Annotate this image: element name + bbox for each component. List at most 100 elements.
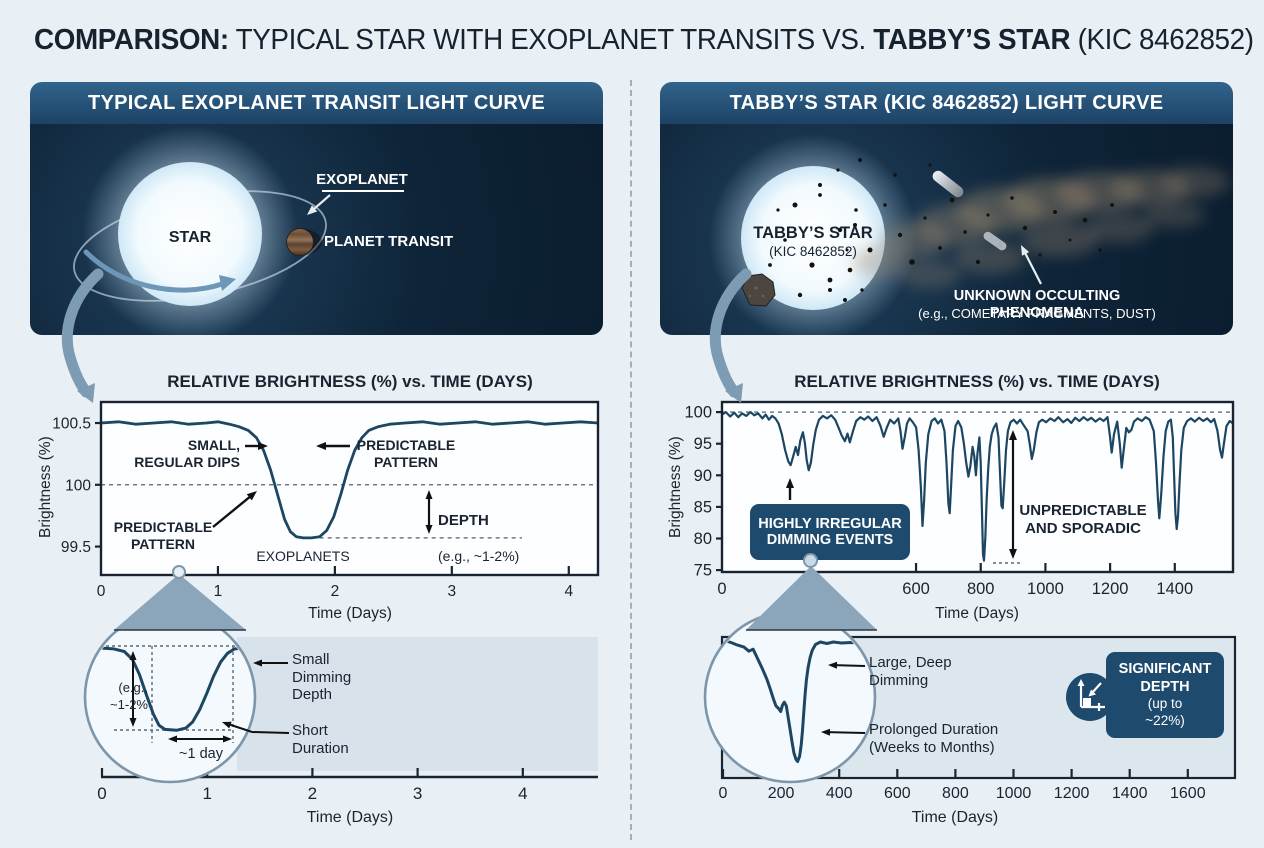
inset-right-curve	[707, 639, 873, 763]
comet-fragment-small	[983, 231, 1007, 251]
exoplanet-label: EXOPLANET	[316, 171, 408, 188]
svg-text:1: 1	[214, 583, 223, 600]
typical-star-panel: TYPICAL EXOPLANET TRANSIT LIGHT CURVE	[30, 82, 603, 335]
inset-width-note: ~1 day	[179, 746, 223, 762]
irregular-dimming-callout: HIGHLY IRREGULAR DIMMING EVENTS	[750, 504, 910, 560]
star-disc	[118, 162, 262, 306]
badge-line-3: (up to	[1147, 696, 1183, 712]
orbit-front-arc	[83, 249, 225, 293]
badge-line-1: SIGNIFICANT	[1118, 660, 1212, 677]
depth-sub: (e.g., ~1-2%)	[438, 548, 520, 565]
svg-text:2: 2	[331, 583, 340, 600]
typical-panel-header: TYPICAL EXOPLANET TRANSIT LIGHT CURVE	[30, 82, 603, 124]
svg-text:100.5: 100.5	[52, 416, 91, 433]
svg-text:3: 3	[413, 784, 422, 803]
tabbys-star-label: TABBY’S STAR	[753, 224, 873, 242]
depth-title: DEPTH	[438, 511, 489, 529]
svg-text:1400: 1400	[1156, 580, 1193, 598]
svg-text:600: 600	[902, 580, 930, 598]
svg-text:1: 1	[202, 784, 211, 803]
magnifier-dot-right	[803, 553, 818, 568]
tabbys-star-illustration	[660, 124, 1233, 335]
title-regular-1: TYPICAL STAR WITH EXOPLANET TRANSITS VS.	[228, 24, 874, 56]
tabbys-star-group	[709, 134, 1229, 335]
dust-cloud	[852, 166, 1229, 289]
magnifier-dot-left	[172, 565, 186, 579]
depth-annotation: DEPTH (e.g., ~1-2%)	[438, 493, 538, 584]
tabbys-panel-header: TABBY’S STAR (KIC 8462852) LIGHT CURVE	[660, 82, 1233, 124]
svg-text:3: 3	[448, 583, 457, 600]
tabbys_star_main-plot: 100 95 90 85 80 75 0 600 800 1000 1200 1400	[684, 400, 1235, 598]
right-chart-xlabel: Time (Days)	[935, 605, 1019, 622]
prolonged-duration-label: Prolonged Duration (Weeks to Months)	[869, 721, 999, 756]
exoplanet-disc	[286, 228, 314, 256]
typical-star-group	[73, 126, 327, 335]
svg-text:400: 400	[826, 785, 853, 802]
short-duration-label: Short Duration	[292, 722, 349, 757]
svg-text:4: 4	[518, 784, 527, 803]
svg-text:85: 85	[694, 498, 712, 516]
svg-text:1200: 1200	[1054, 785, 1090, 802]
planet-transit-label: PLANET TRANSIT	[324, 233, 454, 250]
exoplanets-label: EXOPLANETS	[256, 548, 350, 564]
tabbys-star-sublabel: (KIC 8462852)	[769, 244, 857, 259]
svg-text:0: 0	[97, 784, 106, 803]
left-chart-ylabel: Brightness (%)	[36, 436, 54, 538]
tabbys-star-art	[709, 134, 1229, 335]
title-bold-2: TABBY’S STAR	[873, 24, 1071, 56]
left-chart-xlabel: Time (Days)	[308, 605, 392, 622]
svg-text:100: 100	[65, 477, 91, 494]
left-chart-title: RELATIVE BRIGHTNESS (%) vs. TIME (DAYS)	[167, 372, 533, 391]
svg-text:1600: 1600	[1170, 785, 1206, 802]
svg-text:75: 75	[694, 562, 712, 580]
predictable-pattern-left-label: PREDICTABLE PATTERN	[113, 519, 213, 552]
svg-text:0: 0	[717, 580, 726, 598]
tabbys-star-panel: TABBY’S STAR (KIC 8462852) LIGHT CURVE	[660, 82, 1233, 335]
panel-divider	[630, 80, 632, 840]
page-title: COMPARISON: TYPICAL STAR WITH EXOPLANET …	[34, 24, 1254, 57]
predictable-pattern-right-label: PREDICTABLE PATTERN	[356, 437, 456, 470]
right-chart-title: RELATIVE BRIGHTNESS (%) vs. TIME (DAYS)	[794, 372, 1160, 391]
small-regular-dips-label: SMALL, REGULAR DIPS	[134, 437, 240, 470]
star-disc	[741, 166, 885, 310]
svg-text:0: 0	[97, 583, 106, 600]
exoplanet-shadow	[300, 228, 322, 256]
svg-text:1000: 1000	[996, 785, 1032, 802]
typical-star-art	[73, 126, 327, 335]
svg-text:80: 80	[694, 530, 712, 548]
svg-text:200: 200	[768, 785, 795, 802]
title-regular-2: (KIC 8462852)	[1070, 24, 1254, 56]
svg-text:2: 2	[308, 784, 317, 803]
phenomena-label: UNKNOWN OCCULTING PHENOMENA	[953, 288, 1121, 322]
svg-text:800: 800	[967, 580, 995, 598]
svg-text:1200: 1200	[1092, 580, 1129, 598]
orbit-arrowhead-icon	[219, 275, 236, 291]
svg-text:4: 4	[564, 583, 573, 600]
inset-left-axis: 0 1 2 3 4	[97, 768, 598, 803]
significant-depth-badge: SIGNIFICANT DEPTH (up to ~22%)	[1106, 652, 1224, 738]
unpredictable-label: UNPREDICTABLE AND SPORADIC	[1019, 502, 1147, 537]
depth-measure-icon	[1077, 679, 1105, 711]
phenomena-sublabel: (e.g., COMETARY FRAGMENTS, DUST)	[918, 306, 1156, 321]
comet-fragment-large	[932, 170, 964, 198]
star-label: STAR	[168, 229, 212, 246]
badge-line-4: ~22%)	[1145, 712, 1185, 728]
inset-left-xlabel: Time (Days)	[306, 809, 394, 826]
typical-star-illustration	[30, 124, 603, 335]
badge-line-2: DEPTH	[1140, 678, 1190, 695]
magnifier-right	[703, 566, 877, 784]
small-dimming-depth-label: Small Dimming Depth	[292, 651, 352, 704]
depth-icon-circle	[1066, 673, 1114, 721]
svg-text:1000: 1000	[1027, 580, 1064, 598]
inset-depth-note: (e.g., ~1-2%	[110, 680, 148, 712]
svg-text:100: 100	[684, 404, 712, 422]
svg-text:1400: 1400	[1112, 785, 1148, 802]
title-bold-1: COMPARISON:	[34, 24, 229, 56]
right-chart-ylabel: Brightness (%)	[666, 436, 684, 538]
svg-text:95: 95	[694, 435, 712, 453]
svg-text:0: 0	[719, 785, 728, 802]
svg-text:600: 600	[884, 785, 911, 802]
inset-right-xlabel: Time (Days)	[911, 809, 999, 826]
svg-text:800: 800	[942, 785, 969, 802]
